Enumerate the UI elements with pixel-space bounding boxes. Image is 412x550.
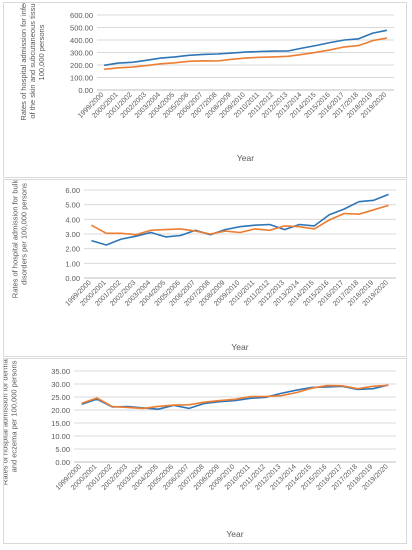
- x-axis-title: Year: [237, 153, 254, 163]
- y-tick-label: 5.00: [65, 201, 80, 210]
- x-axis-title: Year: [226, 529, 243, 539]
- y-axis-title: Rates of hospital admission for infectio…: [19, 3, 46, 121]
- y-tick-label: 1.00: [65, 259, 80, 268]
- y-tick-label: 20.00: [51, 406, 70, 415]
- y-tick-label: 400.00: [70, 36, 93, 45]
- series-line-2: [91, 204, 389, 236]
- y-tick-label: 4.00: [65, 215, 80, 224]
- chart-dermatitis-eczema: 0.00 5.00 10.00 15.00 20.00 25.00 30.00 35.00 19…: [3, 358, 407, 544]
- y-tick-label: 300.00: [70, 49, 93, 58]
- chart-svg: 0.001.002.003.004.005.006.001999/2000200…: [11, 180, 396, 352]
- y-tick-label: 0.00: [55, 458, 70, 467]
- chart-svg: 0.005.0010.0015.0020.0025.0030.0035.0019…: [4, 359, 396, 539]
- y-tick-label: 3.00: [65, 230, 80, 239]
- series-line-2: [104, 37, 388, 71]
- y-tick-label: 10.00: [51, 432, 70, 441]
- x-axis-title: Year: [231, 342, 248, 352]
- y-tick-label: 25.00: [51, 393, 70, 402]
- y-axis-title: Rates of hospital admission for bullousd…: [11, 180, 29, 298]
- y-tick-label: 5.00: [55, 445, 70, 454]
- y-tick-label: 30.00: [51, 380, 70, 389]
- chart-svg: 0.00 100.00 200.00 300.00 400.00 500.00 600.00…: [19, 3, 394, 163]
- y-tick-label: 35.00: [51, 367, 70, 376]
- chart-bullous-disorders: 0.00 1.00 2.00 3.00 4.00 5.00 6.00 1999/2000 200…: [3, 179, 407, 357]
- y-tick-label: 200.00: [70, 61, 93, 70]
- y-tick-label: 100.00: [70, 74, 93, 83]
- y-tick-label: 0.00: [65, 274, 80, 283]
- series-line-1: [91, 193, 389, 246]
- y-tick-label: 600.00: [70, 11, 93, 20]
- y-tick-label: 6.00: [65, 186, 80, 195]
- series-line-1: [103, 29, 388, 67]
- y-axis-title: Rates of hospital admission for dermatit…: [4, 359, 19, 485]
- y-tick-label: 2.00: [65, 245, 80, 254]
- y-tick-label: 0.00: [78, 86, 93, 95]
- y-tick-label: 15.00: [51, 419, 70, 428]
- chart-skin-infections: 0.00 100.00 200.00 300.00 400.00 500.00 600.00…: [3, 2, 407, 178]
- y-tick-label: 500.00: [70, 24, 93, 33]
- series-line-2: [81, 384, 389, 410]
